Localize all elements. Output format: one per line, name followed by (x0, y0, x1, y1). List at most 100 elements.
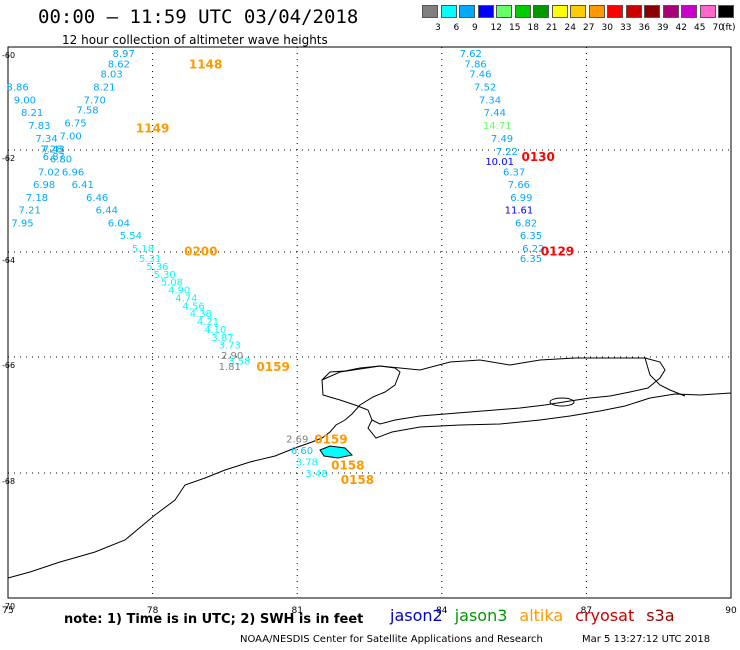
wave-height-value: 5.36 (146, 262, 168, 273)
wave-height-value: 7.34 (35, 134, 57, 145)
wave-height-value: 3.48 (305, 469, 327, 480)
coastline-path (7, 365, 732, 579)
legend-unit: (ft) (722, 23, 736, 33)
legend-swatch (718, 5, 734, 18)
wave-height-value: 8.21 (93, 82, 115, 93)
wave-height-value: 7.52 (474, 82, 496, 93)
wave-height-value: 3.87 (211, 333, 233, 344)
wave-height-value: 5.18 (132, 244, 154, 255)
satellite-key-s3a: s3a (646, 606, 675, 625)
satellite-key-jason2: jason2 (390, 606, 443, 625)
lat-tick-label: -64 (2, 256, 15, 265)
legend-swatch (514, 5, 531, 18)
pass-time-label: 0200 (184, 244, 217, 258)
legend-label: 15 (509, 23, 521, 33)
wave-height-value: 7.00 (60, 131, 82, 142)
page-title: 00:00 – 11:59 UTC 03/04/2018 (38, 6, 359, 28)
wave-height-value: 5.30 (154, 270, 176, 281)
wave-height-value: 3.73 (219, 341, 241, 352)
legend-swatch (588, 5, 605, 18)
legend-label: 12 (490, 23, 502, 33)
wave-height-value: 6.37 (503, 167, 525, 178)
wave-height-value: 2.69 (286, 434, 308, 445)
wave-height-value: 7.46 (469, 70, 491, 81)
wave-height-value: 7.34 (479, 95, 501, 106)
legend-swatch (607, 5, 623, 18)
axis-tick-labels: 75 78 81 84 87 90 -60 -62 -64 -66 -68 -70 (2, 51, 737, 616)
wave-height-value: 4.38 (190, 309, 212, 320)
legend-label: 24 (564, 23, 576, 33)
legend-swatch (477, 5, 494, 18)
credit-line: NOAA/NESDIS Center for Satellite Applica… (240, 634, 543, 645)
wave-height-value: 8.21 (21, 108, 43, 119)
legend-swatch (699, 5, 716, 18)
legend-label: 33 (620, 23, 632, 33)
wave-height-value: 9.00 (14, 95, 36, 106)
legend-swatch (551, 5, 568, 18)
wave-height-value: 10.01 (485, 157, 514, 168)
wave-height-value: 4.56 (182, 301, 204, 312)
wave-height-value: 8.86 (7, 82, 29, 93)
wave-height-value: 8.62 (108, 59, 130, 70)
legend-label: 3 (435, 23, 441, 33)
wave-height-value: 1.81 (219, 362, 241, 373)
map-frame (7, 46, 732, 599)
wave-height-value: 6.82 (515, 218, 537, 229)
legend-label: 21 (546, 23, 558, 33)
lat-tick-label: -62 (2, 154, 15, 163)
pass-time-label: 0129 (541, 244, 574, 258)
footer-note: note: 1) Time is in UTC; 2) SWH is in fe… (64, 612, 364, 627)
wave-height-value: 7.58 (76, 106, 98, 117)
wave-height-value: 5.54 (120, 231, 142, 242)
wave-height-value: 6.46 (86, 193, 108, 204)
legend-label: 18 (527, 23, 539, 33)
wave-height-value: 8.97 (113, 49, 135, 60)
wave-height-value: 4.74 (175, 293, 197, 304)
wave-height-value: 5.31 (139, 254, 161, 265)
wave-height-value: 6.60 (291, 446, 313, 457)
wave-height-value: 6.41 (72, 180, 94, 191)
ice-shelf-outline (321, 357, 666, 425)
graticule (7, 46, 732, 599)
wave-height-value: 7.22 (496, 147, 518, 158)
wave-height-value: 6.87 (43, 152, 65, 163)
color-legend: 3 6 9 12 15 18 21 24 27 30 33 36 39 42 45 70 (ft) (422, 5, 740, 35)
wave-height-value: 3.58 (228, 356, 250, 367)
lon-tick-label: 90 (725, 606, 737, 616)
wave-height-value: 4.10 (204, 325, 226, 336)
wave-height-value: 7.62 (460, 49, 482, 60)
legend-swatch (496, 5, 512, 18)
map-border (7, 46, 732, 599)
wave-height-value: 6.96 (62, 167, 84, 178)
wave-height-value: 6.22 (522, 244, 544, 255)
wave-height-value: 4.90 (168, 286, 190, 297)
legend-label: 6 (453, 23, 460, 33)
pass-time-label: 1149 (136, 122, 169, 136)
wave-height-value: 7.70 (84, 95, 106, 106)
pass-time-label: 0159 (256, 360, 289, 374)
lat-tick-label: -60 (2, 51, 15, 60)
pass-time-label: 0130 (521, 150, 554, 164)
lat-tick-label: -66 (2, 361, 15, 370)
coastline (7, 357, 732, 579)
wave-height-value: 6.04 (108, 218, 130, 229)
legend-label: 70 (712, 23, 724, 33)
lon-tick-label: 87 (581, 606, 592, 616)
wave-height-value: 5.08 (161, 278, 183, 289)
wave-height-value: 7.02 (38, 167, 60, 178)
wave-height-value: 7.86 (464, 59, 486, 70)
island-outline (549, 397, 575, 407)
wave-height-value: 6.80 (50, 155, 72, 166)
lon-tick-label: 78 (147, 606, 159, 616)
lat-tick-label: -70 (2, 602, 15, 611)
legend-swatch (533, 5, 549, 18)
legend-label: 9 (472, 23, 478, 33)
lon-tick-label: 75 (2, 606, 13, 616)
lon-tick-label: 84 (436, 606, 448, 616)
wave-height-labels: 8.978.628.038.217.707.586.757.007.438.86… (7, 49, 545, 480)
wave-height-value: 6.75 (64, 119, 86, 130)
wave-height-value: 6.98 (33, 180, 55, 191)
legend-swatch (422, 5, 438, 18)
